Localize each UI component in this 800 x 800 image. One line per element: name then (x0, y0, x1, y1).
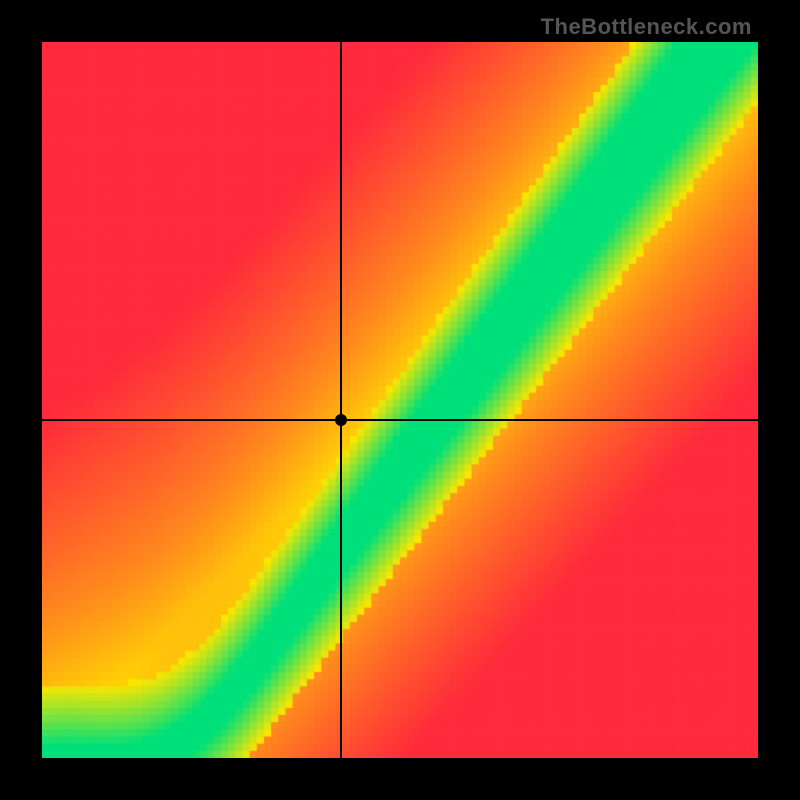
bottleneck-heatmap (42, 42, 758, 758)
selected-point (335, 414, 347, 426)
watermark-text: TheBottleneck.com (541, 14, 752, 40)
crosshair-horizontal (42, 419, 758, 421)
chart-container: TheBottleneck.com (0, 0, 800, 800)
crosshair-vertical (340, 42, 342, 758)
